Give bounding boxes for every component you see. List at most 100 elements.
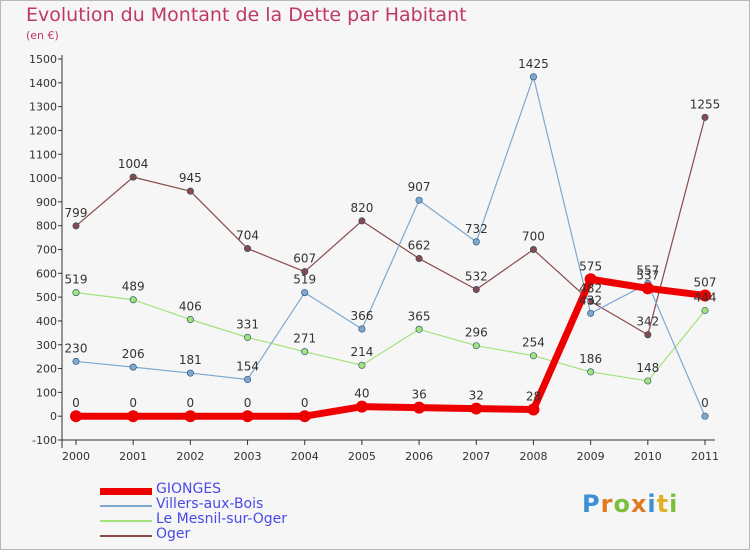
data-label: 607	[293, 252, 316, 266]
y-tick-label: 600	[36, 267, 57, 280]
data-label: 557	[636, 264, 659, 278]
data-label: 0	[72, 396, 80, 410]
data-label: 0	[701, 396, 709, 410]
data-point	[472, 238, 480, 246]
data-point	[70, 410, 82, 423]
data-label: 406	[179, 300, 202, 314]
data-point	[587, 368, 595, 376]
y-tick-label: 200	[36, 363, 57, 376]
data-label: 507	[694, 275, 717, 289]
data-label: 732	[465, 222, 488, 236]
x-tick-label: 2006	[405, 450, 433, 463]
y-tick-label: 1400	[29, 77, 57, 90]
series-line-Villers-aux-Bois	[75, 76, 706, 417]
data-point	[529, 73, 537, 81]
data-point	[472, 342, 480, 350]
data-label: 40	[354, 387, 369, 401]
data-label: 945	[179, 171, 202, 185]
data-point	[358, 361, 366, 369]
data-label: 0	[187, 396, 195, 410]
series-line-Oger	[75, 117, 706, 336]
data-point	[184, 410, 197, 423]
x-tick-label: 2001	[119, 450, 147, 463]
data-point	[298, 410, 311, 423]
data-label: 537	[636, 268, 659, 282]
data-point	[358, 217, 366, 225]
data-label: 36	[411, 388, 426, 402]
data-label: 519	[65, 273, 88, 287]
x-tick-label: 2002	[176, 450, 204, 463]
data-label: 704	[236, 229, 259, 243]
data-point	[244, 245, 252, 253]
data-label: 296	[465, 326, 488, 340]
data-label: 154	[236, 360, 259, 374]
y-tick-label: 1200	[29, 124, 57, 137]
data-point	[413, 401, 426, 414]
data-label: 432	[579, 293, 602, 307]
data-point	[358, 325, 366, 333]
data-point	[241, 410, 254, 423]
chart-title: Evolution du Montant de la Dette par Hab…	[26, 4, 467, 26]
data-point	[129, 296, 137, 304]
legend-label: GIONGES	[156, 481, 222, 497]
legend-label: Oger	[156, 526, 191, 542]
y-tick-label: 500	[36, 291, 57, 304]
legend-swatch	[100, 535, 152, 537]
data-label: 206	[122, 347, 145, 361]
series-line-GIONGES	[76, 275, 706, 420]
x-tick-label: 2010	[634, 450, 662, 463]
y-tick-label: 1000	[29, 172, 57, 185]
y-tick-label: 700	[36, 244, 57, 257]
data-point	[699, 289, 711, 302]
y-tick-label: 1300	[29, 101, 57, 114]
data-label: 700	[522, 230, 545, 244]
data-label: 907	[408, 180, 431, 194]
series-line-Le Mesnil-sur-Oger	[75, 292, 706, 382]
y-tick-label: 900	[36, 196, 57, 209]
data-point	[644, 377, 652, 385]
legend-label: Villers-aux-Bois	[156, 496, 264, 512]
data-point	[529, 352, 537, 360]
data-label: 366	[350, 309, 373, 323]
data-label: 230	[65, 341, 88, 355]
data-point	[529, 246, 537, 254]
data-label: 532	[465, 270, 488, 284]
data-point	[470, 402, 483, 415]
y-tick-label: 1100	[29, 148, 57, 161]
x-tick-label: 2005	[348, 450, 376, 463]
data-label: 444	[694, 290, 717, 304]
data-label: 482	[579, 281, 602, 295]
data-label: 342	[636, 315, 659, 329]
data-label: 254	[522, 336, 545, 350]
data-point	[127, 410, 140, 423]
data-label: 271	[293, 332, 316, 346]
data-point	[72, 289, 80, 297]
y-tick-label: 800	[36, 220, 57, 233]
y-tick-label: -100	[32, 434, 57, 447]
data-point	[415, 196, 423, 204]
data-point	[587, 309, 595, 317]
data-label: 0	[244, 396, 252, 410]
legend-label: Le Mesnil-sur-Oger	[156, 511, 288, 527]
data-point	[472, 286, 480, 294]
data-label: 32	[469, 389, 484, 403]
data-point	[72, 357, 80, 365]
data-label: 365	[408, 309, 431, 323]
data-label: 186	[579, 352, 602, 366]
data-label: 148	[636, 361, 659, 375]
data-point	[584, 273, 597, 286]
data-point	[644, 331, 652, 339]
x-tick-label: 2011	[691, 450, 719, 463]
data-point	[527, 403, 540, 416]
data-point	[186, 316, 194, 324]
x-tick-label: 2007	[462, 450, 490, 463]
y-tick-label: 400	[36, 315, 57, 328]
data-point	[301, 348, 309, 356]
x-tick-label: 2003	[234, 450, 262, 463]
data-point	[186, 187, 194, 195]
proxiti-logo: Proxiti	[582, 490, 679, 518]
data-label: 1425	[518, 57, 549, 71]
data-point	[72, 222, 80, 230]
